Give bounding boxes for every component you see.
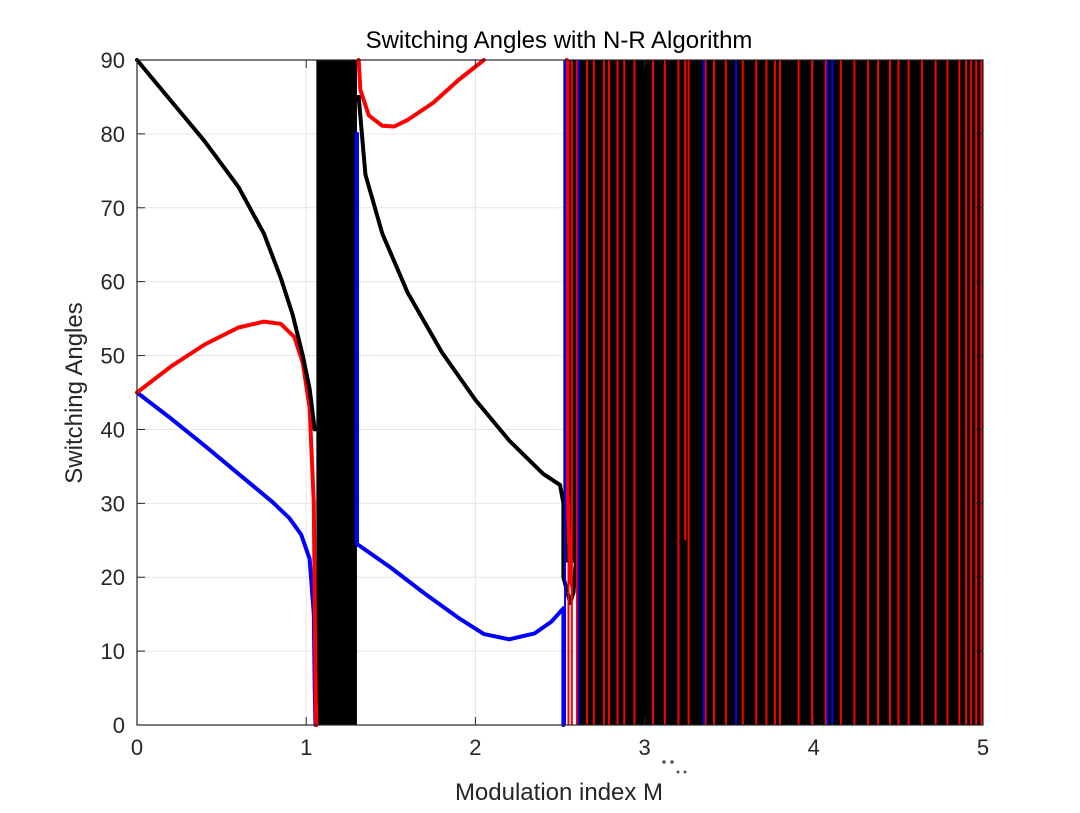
data-layer (135, 58, 983, 727)
x-tick-label: 5 (977, 735, 989, 760)
watermark: 公众号 · Matlab科研助手 (656, 754, 974, 786)
x-tick-label: 4 (808, 735, 820, 760)
y-tick-label: 60 (101, 270, 125, 295)
y-tick-label: 40 (101, 417, 125, 442)
watermark-text: 公众号 · Matlab科研助手 (702, 758, 974, 786)
y-tick-label: 10 (101, 639, 125, 664)
axes-box (136, 59, 984, 726)
y-tick-label: 0 (113, 713, 125, 738)
x-tick-label: 1 (300, 735, 312, 760)
series-alpha3-segment-1 (135, 58, 317, 432)
series-alpha1-segment-2 (355, 131, 566, 727)
series-alpha2-segment-1 (135, 319, 319, 727)
divergent-region-1 (316, 60, 357, 725)
y-axis-label: Switching Angles (61, 302, 88, 483)
chart-title: Switching Angles with N-R Algorithm (366, 27, 753, 54)
x-axis-label: Modulation index M (455, 779, 663, 806)
y-tick-label: 70 (101, 196, 125, 221)
y-tick-label: 90 (101, 48, 125, 73)
y-tick-label: 30 (101, 491, 125, 516)
x-tick-label: 2 (469, 735, 481, 760)
x-tick-label: 3 (638, 735, 650, 760)
wechat-icon (656, 754, 691, 782)
y-tick-label: 80 (101, 122, 125, 147)
series-alpha2-segment-2 (356, 58, 486, 129)
y-tick-label: 20 (101, 565, 125, 590)
y-tick-label: 50 (101, 344, 125, 369)
x-tick-label: 0 (131, 735, 143, 760)
